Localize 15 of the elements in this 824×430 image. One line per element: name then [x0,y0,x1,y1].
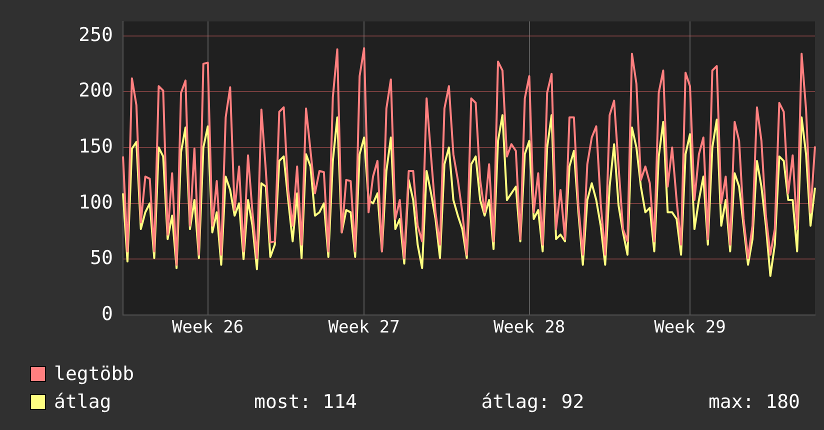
text: max: 180 [708,391,800,413]
y-tick-label: 50 [90,247,113,270]
legend-label: átlag [54,391,112,413]
y-tick-label: 0 [102,302,113,325]
x-tick-label: Week 28 [493,318,566,338]
text: átlag: 92 [481,391,584,413]
text: most: 114 [254,391,357,413]
y-tick-label: 150 [78,135,113,158]
legend-label: legtöbb [54,363,136,385]
y-tick-label: 250 [78,24,113,46]
x-tick-label: Week 27 [328,318,400,338]
y-tick-label: 100 [78,191,113,214]
y-tick-label: 200 [78,80,113,102]
x-tick-label: Week 26 [172,318,244,338]
x-tick-label: Week 29 [654,318,726,338]
